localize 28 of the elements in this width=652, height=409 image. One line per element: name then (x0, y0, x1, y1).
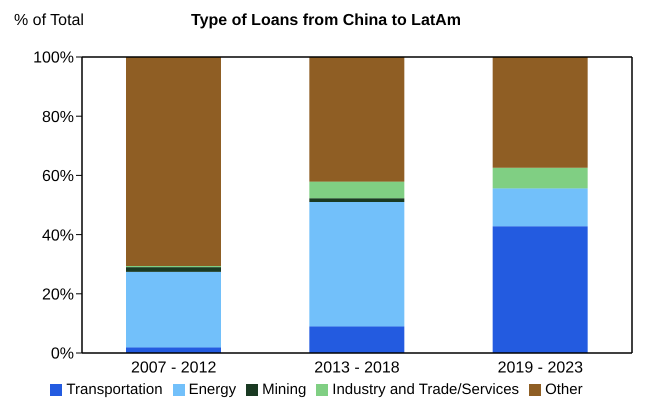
bar (492, 168, 588, 188)
y-tick-label: 40% (42, 227, 74, 244)
y-tick-label: 60% (42, 168, 74, 186)
x-tick-label: 2013 - 2018 (314, 359, 400, 376)
bar (492, 226, 588, 353)
chart-title: Type of Loans from China to LatAm (191, 12, 461, 29)
bar (126, 272, 221, 348)
x-tick-label: 2007 - 2012 (130, 359, 216, 376)
legend-label: Mining (262, 381, 306, 398)
legend-label: Energy (188, 381, 236, 398)
bar (309, 326, 404, 353)
bar (126, 267, 221, 272)
bar (126, 57, 221, 266)
bar (309, 198, 404, 202)
legend-label: Industry and Trade/Services (332, 381, 520, 398)
x-tick-label: 2019 - 2023 (498, 359, 584, 376)
y-axis-title: % of Total (14, 12, 84, 30)
bar (492, 57, 588, 168)
y-tick-label: 100% (33, 50, 74, 67)
bar (309, 57, 404, 182)
bar (309, 202, 404, 326)
legend-label: Transportation (66, 381, 163, 398)
y-tick-label: 0% (50, 346, 74, 363)
y-tick-label: 80% (42, 108, 74, 126)
legend-label: Other (545, 381, 583, 398)
y-tick-label: 20% (42, 286, 74, 304)
bar (492, 188, 588, 226)
bar (309, 182, 404, 198)
